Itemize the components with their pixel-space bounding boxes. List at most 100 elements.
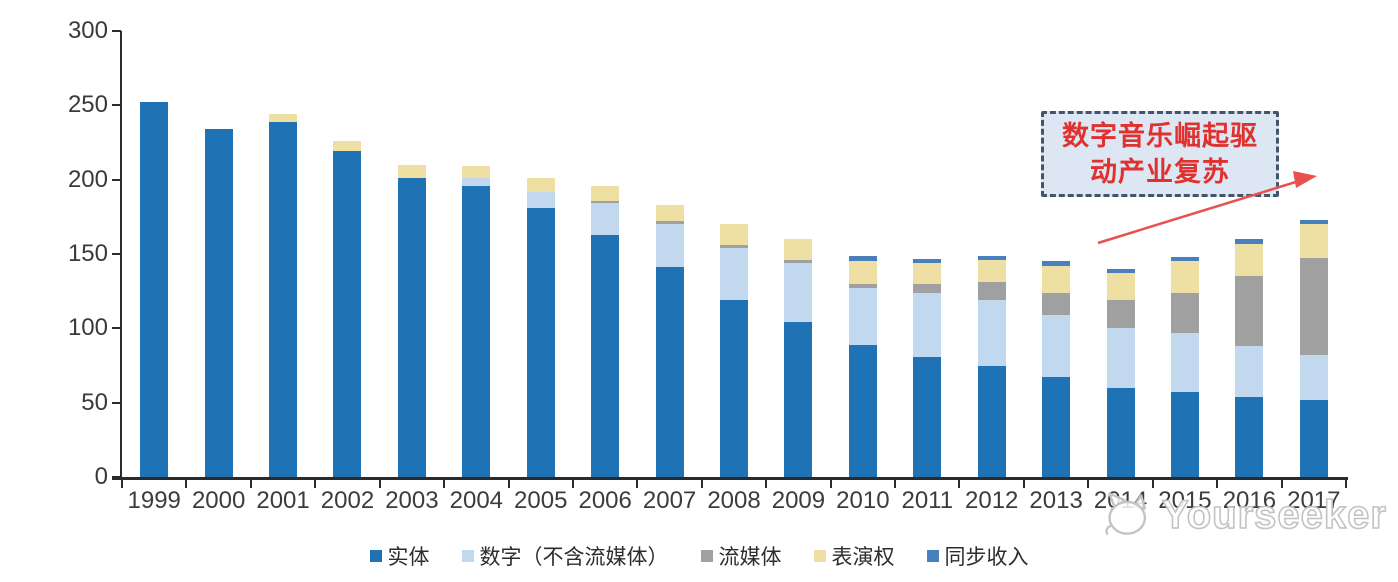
bar-slot-2014	[1088, 31, 1152, 477]
bar-segment	[1235, 243, 1264, 277]
bar-segment	[462, 178, 491, 186]
watermark-label: Yourseeker	[1161, 492, 1387, 538]
watermark: Yourseeker	[1102, 488, 1387, 542]
y-tick-label: 250	[67, 91, 108, 119]
bar-segment	[977, 255, 1006, 260]
bar-segment	[720, 224, 748, 246]
bar-2017	[1299, 219, 1328, 477]
bar-segment	[913, 258, 942, 263]
bar-slot-2017	[1282, 31, 1346, 477]
x-tick-mark	[314, 479, 317, 488]
x-tick-label: 2005	[514, 487, 568, 514]
bar-segment	[913, 292, 942, 357]
bar-slot-2006	[573, 31, 637, 477]
x-tick-mark	[249, 479, 252, 488]
bar-segment	[913, 356, 942, 477]
bar-segment	[848, 283, 877, 289]
bar-segment	[1299, 219, 1328, 225]
y-tick-label: 100	[67, 314, 108, 342]
bar-slot-1999	[122, 31, 186, 477]
x-tick-mark	[700, 479, 703, 488]
bar-segment	[1170, 292, 1199, 333]
x-axis-line	[112, 477, 1348, 480]
bar-slot-2003	[380, 31, 444, 477]
bar-segment	[1106, 268, 1135, 274]
bar-segment	[913, 262, 942, 284]
x-tick-label: 2000	[191, 487, 246, 514]
bar-segment	[784, 259, 813, 263]
y-tick-mark	[112, 104, 121, 107]
y-axis-line	[120, 31, 122, 478]
bar-segment	[462, 185, 491, 477]
bar-segment	[462, 166, 491, 179]
bar-2015	[1170, 257, 1199, 477]
bar-segment	[397, 164, 426, 179]
bar-slot-2002	[315, 31, 379, 477]
bar-2000	[204, 129, 233, 477]
bar-segment	[784, 239, 813, 260]
legend-label: 数字（不含流媒体）	[479, 546, 669, 569]
legend-label: 表演权	[831, 546, 895, 569]
bar-segment	[1235, 276, 1264, 347]
bar-slot-2013	[1024, 31, 1088, 477]
legend-swatch-icon	[461, 550, 474, 562]
bar-segment	[848, 344, 877, 477]
legend: 实体 数字（不含流媒体） 流媒体 表演权 同步收入	[0, 541, 1398, 571]
bar-2010	[848, 255, 877, 477]
bar-2003	[397, 164, 426, 477]
x-tick-label: 2002	[320, 487, 375, 514]
x-tick-mark	[121, 479, 123, 488]
annotation-callout: 数字音乐崛起驱 动产业复苏	[1041, 111, 1279, 197]
bar-segment	[720, 300, 748, 477]
y-tick-label: 300	[67, 17, 108, 44]
legend-swatch-icon	[369, 550, 382, 562]
y-tick-mark	[112, 30, 121, 32]
bar-1999	[140, 102, 169, 477]
x-tick-label: 2004	[449, 487, 504, 514]
bar-segment	[333, 151, 362, 477]
x-tick-mark	[443, 479, 446, 488]
x-tick-mark	[1216, 479, 1219, 488]
x-tick-label: 2009	[771, 487, 826, 514]
cat-logo-icon	[1105, 492, 1147, 536]
bar-2013	[1042, 261, 1071, 477]
bar-2016	[1235, 239, 1264, 477]
bar-segment	[784, 262, 813, 323]
bar-segment	[848, 255, 877, 262]
bar-segment	[1106, 300, 1135, 329]
bar-segment	[848, 288, 877, 345]
bar-segment	[1106, 387, 1135, 477]
plot-area	[122, 31, 1346, 477]
bar-segment	[1042, 292, 1071, 315]
bar-slot-2001	[251, 31, 315, 477]
bar-slot-2000	[186, 31, 250, 477]
bar-2006	[591, 185, 620, 477]
bar-2005	[526, 178, 555, 477]
bar-segment	[269, 114, 298, 122]
legend-swatch-icon	[700, 550, 713, 562]
legend-swatch-icon	[813, 550, 826, 562]
x-tick-mark	[1087, 479, 1090, 488]
x-tick-label: 1999	[127, 487, 181, 514]
bar-segment	[1170, 392, 1199, 477]
bar-slot-2015	[1153, 31, 1217, 477]
x-tick-mark	[185, 479, 188, 488]
bar-slot-2009	[766, 31, 830, 477]
legend-label: 同步收入	[944, 546, 1029, 569]
bar-segment	[1299, 224, 1328, 259]
bar-2001	[269, 114, 298, 477]
x-tick-mark	[829, 479, 832, 488]
x-tick-mark	[894, 479, 897, 488]
bar-segment	[1170, 261, 1199, 293]
x-tick-label: 2012	[965, 487, 1019, 514]
bar-segment	[720, 245, 748, 249]
bar-segment	[1235, 346, 1264, 397]
x-tick-mark	[765, 479, 768, 488]
x-tick-label: 2017	[1287, 487, 1341, 514]
bar-segment	[655, 221, 684, 225]
bar-segment	[591, 200, 620, 204]
bar-segment	[1299, 258, 1328, 356]
bar-segment	[977, 365, 1006, 477]
legend-item: 流媒体	[700, 541, 782, 571]
